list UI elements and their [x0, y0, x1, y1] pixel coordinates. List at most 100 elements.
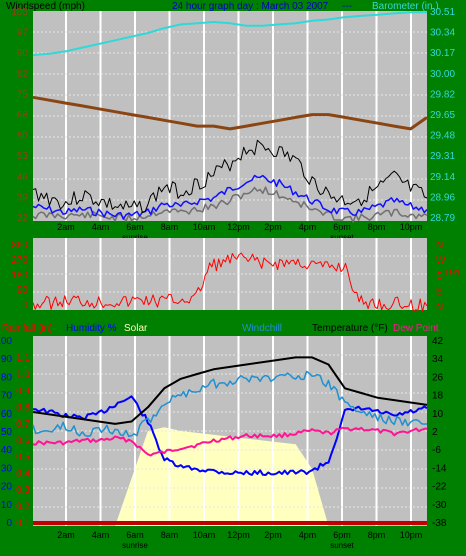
direction-degree-tick: 180 [11, 270, 28, 281]
humidity-y-tick: 20 [1, 482, 13, 493]
wind-y-tick: 53 [17, 151, 29, 162]
rainfall-y-tick: 0.8 [16, 403, 30, 414]
sunrise-label: sunrise [122, 233, 148, 242]
wind-y-tick: 90 [17, 48, 29, 59]
humidity-y-tick: 40 [1, 445, 13, 456]
temperature-y-tick: -22 [432, 482, 447, 493]
x-tick-label: 10pm [400, 222, 423, 232]
barometer-line [32, 11, 427, 56]
title-dashes: --- [342, 1, 352, 12]
barometer-y-tick: 30.00 [430, 69, 455, 80]
temperature-line [32, 356, 428, 425]
direction-degree-tick: 270 [11, 255, 28, 266]
panel-direction-grid [33, 238, 427, 310]
wind-y-tick: 60 [17, 131, 29, 142]
rainfall-y-tick: 0.9 [16, 386, 30, 397]
x-tick-label: 12pm [227, 530, 250, 540]
wind-y-axis: 105 97 90 82 75 68 60 53 46 39 32 [11, 7, 28, 224]
barometer-y-tick: 30.51 [430, 7, 455, 18]
panel-temperature-series [32, 356, 428, 525]
wind-y-tick: 105 [11, 7, 28, 18]
humidity-y-tick: 50 [1, 427, 13, 438]
humidity-line [32, 395, 428, 476]
direction-current-value: 191 [444, 268, 461, 279]
direction-compass-tick: N [436, 302, 443, 313]
x-tick-label: 6pm [333, 530, 351, 540]
direction-degree-tick: 0 [22, 300, 28, 311]
x-tick-label: 2pm [264, 222, 282, 232]
temperature-y-tick: -14 [432, 463, 447, 474]
wind-gray-line [32, 186, 428, 223]
sunset-label: sunset [330, 233, 354, 242]
panel-wind-series [32, 11, 428, 223]
legend-item: Dew Point [393, 323, 439, 334]
solar-area [33, 427, 427, 526]
wind-y-tick: 75 [17, 89, 29, 100]
rainfall-y-axis: 1.1 1.0 0.9 0.8 0.7 0.6 0.5 0.4 0.3 0.2 0.1 [16, 353, 30, 529]
barometer-y-tick: 29.82 [430, 89, 455, 100]
x-tick-label: 6am [126, 530, 144, 540]
rainfall-y-tick: 0.4 [16, 469, 30, 480]
temperature-y-tick: 10 [432, 409, 444, 420]
wind-gust-line [32, 139, 428, 214]
x-tick-label: 2am [57, 530, 75, 540]
rainfall-y-tick: 0.2 [16, 502, 30, 513]
wind-y-tick: 68 [17, 110, 29, 121]
wind-y-tick: 46 [17, 172, 29, 183]
temperature-y-tick: 34 [432, 354, 444, 365]
x-tick-label: 10pm [400, 530, 423, 540]
humidity-y-tick: 70 [1, 391, 13, 402]
temperature-y-tick: -38 [432, 518, 447, 529]
panel-temp-legend: Rainfall (in) Humidity % Solar Windchill Tem… [2, 323, 439, 334]
direction-compass-tick: W [436, 256, 446, 267]
barometer-y-tick: 29.31 [430, 151, 455, 162]
humidity-y-tick: 0 [6, 518, 12, 529]
humidity-y-tick: 30 [1, 463, 13, 474]
x-tick-label: 4pm [299, 530, 317, 540]
x-tick-label: 8am [161, 530, 179, 540]
temperature-y-tick: 2 [432, 427, 438, 438]
sunrise-label: sunrise [122, 541, 148, 550]
humidity-y-tick: 60 [1, 409, 13, 420]
direction-degree-tick: 90 [17, 285, 29, 296]
temperature-y-tick: -6 [432, 445, 441, 456]
barometer-y-tick: 28.79 [430, 213, 455, 224]
temperature-y-tick: 26 [432, 372, 444, 383]
humidity-y-axis: 1009080706050403020100 [0, 336, 12, 529]
rainfall-y-tick: 0.7 [16, 419, 30, 430]
wind-y-tick: 39 [17, 192, 29, 203]
rainfall-y-tick: 0.6 [16, 436, 30, 447]
wind-x-axis: 2am 4am 6am 8am 10am 12pm 2pm 4pm 6pm 8pm 10pm sunr… [57, 222, 422, 242]
x-tick-label: 2am [57, 222, 75, 232]
barometer-y-tick: 29.65 [430, 110, 455, 121]
direction-degree-tick: 360 [11, 240, 28, 251]
x-tick-label: 4am [92, 222, 110, 232]
x-tick-label: 10am [193, 530, 216, 540]
humidity-y-tick: 10 [1, 500, 13, 511]
wind-y-tick: 32 [17, 213, 29, 224]
legend-item: Humidity % [66, 323, 117, 334]
barometer-y-axis: 30.51 30.34 30.17 30.00 29.82 29.65 29.48 29.31… [430, 7, 455, 224]
x-tick-label: 2pm [264, 530, 282, 540]
rainfall-y-tick: 1.1 [16, 353, 30, 364]
legend-item: Solar [124, 323, 148, 334]
brown-trend-line [32, 95, 428, 131]
windspeed-label: Windspeed (mph) [6, 1, 85, 12]
sunset-label: sunset [330, 541, 354, 550]
x-tick-label: 4pm [299, 222, 317, 232]
x-tick-label: 12pm [227, 222, 250, 232]
temperature-x-axis: 2am 4am 6am 8am 10am 12pm 2pm 4pm 6pm 8pm 10pm sunr… [57, 530, 422, 550]
direction-compass-tick: E [436, 287, 443, 298]
graph-title: 24 hour graph day : March 03 2007 [172, 1, 329, 12]
x-tick-label: 8pm [368, 222, 386, 232]
rainfall-y-tick: 0.5 [16, 452, 30, 463]
x-tick-label: 8am [161, 222, 179, 232]
x-tick-label: 6pm [333, 222, 351, 232]
barometer-y-tick: 30.17 [430, 48, 455, 59]
x-tick-label: 4am [92, 530, 110, 540]
rainfall-y-tick: 0.3 [16, 485, 30, 496]
humidity-y-tick: 100 [0, 336, 12, 347]
temperature-y-axis: 42 34 26 18 10 2 -6 -14 -22 -30 -38 [432, 336, 447, 529]
